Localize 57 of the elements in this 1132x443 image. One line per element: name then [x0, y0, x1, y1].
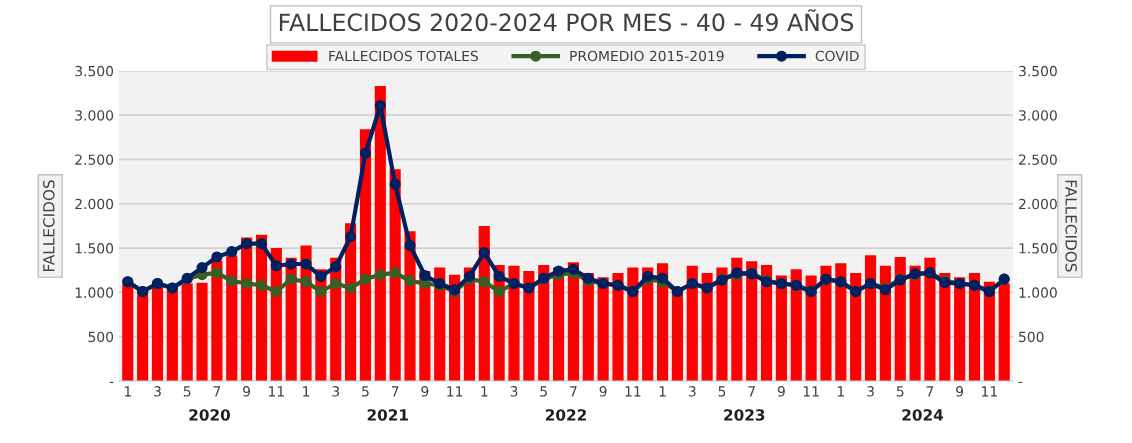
x-tick-label: 7	[391, 386, 399, 397]
x-tick-label: 5	[183, 386, 191, 397]
x-tick-label: 1	[124, 386, 131, 397]
y2-tick-label: 3.500	[1019, 65, 1057, 77]
x-tick-label: 7	[926, 386, 934, 397]
y2-tick-label: -	[1018, 381, 1023, 384]
x-tick-label: 3	[510, 386, 518, 397]
x-tick-label: 11	[447, 386, 463, 397]
text: 2021	[367, 409, 408, 421]
x-tick-label: 11	[269, 386, 284, 397]
chart-title: FALLECIDOS 2020-2024 POR MES - 40 - 49 AÑOS	[279, 9, 854, 32]
x-tick-label: 1	[837, 386, 844, 397]
y2-tick-label: 3.000	[1019, 110, 1057, 121]
x-tick-label: 7	[748, 386, 755, 397]
y2-tick-label: 1.000	[1019, 287, 1057, 298]
y2-axis-title: FALLECIDOS	[1065, 180, 1077, 272]
y2-tick-label: 1.500	[1019, 243, 1057, 254]
y2-tick-label: 2.000	[1019, 198, 1057, 210]
y-axis-title: FALLECIDOS	[43, 180, 55, 272]
y-tick-label: 2.000	[75, 198, 114, 210]
x-tick-label: 7	[570, 386, 577, 397]
x-tick-label: 5	[896, 386, 904, 397]
x-tick-label: 11	[625, 386, 641, 397]
x-tick-label: 9	[956, 386, 964, 397]
y-tick-label: 2.500	[75, 154, 114, 165]
legend-label: PROMEDIO 2015-2019	[570, 50, 724, 62]
x-tick-label: 11	[803, 386, 819, 397]
x-tick-label: 1	[659, 386, 666, 397]
text: 2024	[902, 409, 944, 421]
x-tick-label: 3	[867, 386, 874, 397]
text: 2023	[724, 409, 765, 421]
x-tick-label: 3	[332, 386, 340, 397]
text: 2020	[189, 409, 231, 421]
y-tick-label: 1.500	[75, 243, 114, 254]
y2-tick-label: 2.500	[1019, 154, 1057, 165]
x-tick-label: 3	[688, 386, 696, 397]
x-tick-label: 9	[421, 386, 429, 397]
x-tick-label: 11	[982, 386, 997, 397]
x-tick-label: 1	[481, 386, 488, 397]
x-tick-label: 1	[303, 386, 310, 397]
legend-label: FALLECIDOS TOTALES	[329, 50, 478, 62]
y-tick-label: 3.500	[75, 65, 114, 77]
x-tick-label: 5	[362, 386, 369, 397]
legend-label: COVID	[815, 50, 859, 62]
x-tick-label: 9	[243, 386, 251, 397]
x-tick-label: 9	[599, 386, 607, 397]
y-tick-label: -	[109, 381, 114, 384]
x-tick-label: 7	[213, 386, 221, 397]
y2-tick-label: 500	[1019, 331, 1044, 343]
text: 2022	[545, 409, 586, 421]
x-tick-label: 5	[718, 386, 726, 397]
x-tick-label: 5	[540, 386, 547, 397]
y-tick-label: 1.000	[75, 287, 114, 298]
x-tick-label: 3	[154, 386, 161, 397]
y-tick-label: 3.000	[75, 110, 114, 121]
x-tick-label: 9	[777, 386, 785, 397]
y-tick-label: 500	[88, 331, 114, 343]
